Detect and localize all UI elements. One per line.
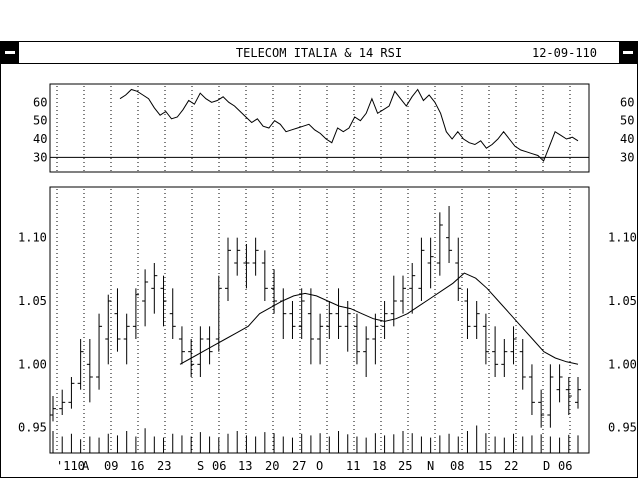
price-tick-label-right: 0.95 — [608, 421, 637, 435]
window-date: 12-09-110 — [531, 46, 597, 60]
title-bar: TELECOM ITALIA & 14 RSI 12-09-110 — [1, 42, 637, 64]
moving-average-line — [179, 272, 579, 365]
x-tick-label: A — [82, 459, 90, 473]
price-panel-frame — [49, 186, 590, 454]
x-tick-label: 06 — [558, 459, 572, 473]
x-tick-label: 20 — [265, 459, 279, 473]
rsi-tick-label-left: 60 — [33, 95, 47, 109]
price-tick-label-left: 1.05 — [18, 294, 47, 308]
price-tick-label-left: 1.10 — [18, 231, 47, 245]
x-tick-label: 23 — [157, 459, 171, 473]
x-tick-label: 13 — [238, 459, 252, 473]
rsi-reference-lines — [50, 83, 589, 158]
rsi-tick-label-right: 30 — [620, 150, 634, 164]
price-tick-label-right: 1.10 — [608, 231, 637, 245]
rsi-tick-label-left: 50 — [33, 114, 47, 128]
x-tick-label: '110 — [56, 459, 85, 473]
system-menu-button[interactable] — [1, 42, 19, 63]
price-tick-label-right: 1.00 — [608, 357, 637, 371]
x-tick-label: 15 — [478, 459, 492, 473]
x-tick-label: 22 — [504, 459, 518, 473]
x-tick-label: N — [427, 459, 434, 473]
x-tick-label: D — [543, 459, 550, 473]
rsi-tick-label-right: 40 — [620, 132, 634, 146]
x-tick-label: 25 — [398, 459, 412, 473]
x-tick-label: 16 — [130, 459, 144, 473]
x-tick-label: S — [197, 459, 204, 473]
price-tick-label-left: 0.95 — [18, 421, 47, 435]
x-tick-label: 09 — [104, 459, 118, 473]
x-tick-label: 08 — [450, 459, 464, 473]
rsi-tick-label-right: 50 — [620, 114, 634, 128]
price-tick-label-left: 1.00 — [18, 357, 47, 371]
x-tick-label: 06 — [212, 459, 226, 473]
x-tick-label: O — [316, 459, 323, 473]
x-tick-label: 27 — [292, 459, 306, 473]
rsi-tick-label-left: 30 — [33, 150, 47, 164]
minus-icon — [623, 51, 633, 54]
rsi-panel-frame — [49, 83, 590, 173]
volume-bars — [52, 425, 579, 453]
ohlc-bars — [50, 206, 581, 428]
minus-icon — [5, 51, 15, 54]
price-tick-label-right: 1.05 — [608, 294, 637, 308]
x-tick-label: 18 — [372, 459, 386, 473]
rsi-tick-label-right: 60 — [620, 95, 634, 109]
price-gridlines — [56, 189, 571, 453]
rsi-series-line — [119, 88, 579, 162]
window-title: TELECOM ITALIA & 14 RSI — [235, 46, 403, 60]
x-tick-label: 11 — [346, 459, 360, 473]
price-axis-labels: 0.95 0.95 1.00 1.00 1.05 1.05 1.10 1.10 — [18, 231, 637, 435]
rsi-tick-label-left: 40 — [33, 132, 47, 146]
close-button[interactable] — [619, 42, 637, 63]
rsi-axis-labels: 30 30 40 40 50 50 60 60 — [33, 95, 634, 164]
